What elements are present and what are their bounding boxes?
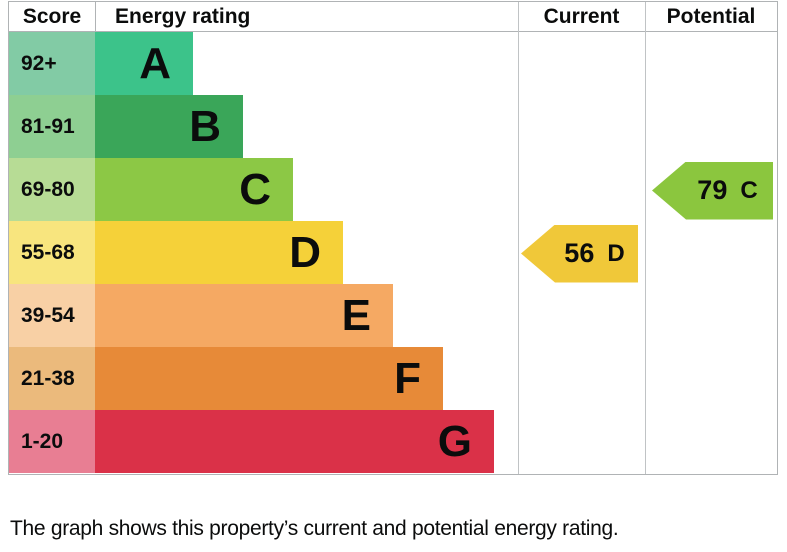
band-row-d: 55-68 D xyxy=(9,221,777,284)
potential-column-header: Potential xyxy=(666,4,756,28)
chart-caption: The graph shows this property’s current … xyxy=(10,517,619,540)
chart-header-row: Score Energy rating Current Potential xyxy=(9,2,777,32)
potential-column-line xyxy=(645,2,646,474)
band-row-f: 21-38 F xyxy=(9,347,777,410)
band-bar-d: D xyxy=(95,221,343,284)
band-letter-a: A xyxy=(139,38,171,88)
score-range-e: 39-54 xyxy=(9,284,95,347)
current-rating-band: D xyxy=(607,239,625,267)
score-range-c: 69-80 xyxy=(9,158,95,221)
band-bar-f: F xyxy=(95,347,443,410)
band-letter-g: G xyxy=(437,416,472,466)
band-letter-b: B xyxy=(189,101,221,151)
potential-rating-arrow: 79 C xyxy=(652,161,773,220)
band-bar-e: E xyxy=(95,284,393,347)
score-column-separator xyxy=(95,2,96,32)
score-range-d: 55-68 xyxy=(9,221,95,284)
score-range-f: 21-38 xyxy=(9,347,95,410)
band-row-e: 39-54 E xyxy=(9,284,777,347)
band-letter-e: E xyxy=(341,290,371,340)
potential-rating-value: 79 xyxy=(697,175,728,205)
potential-rating-band: C xyxy=(740,176,758,204)
energy-rating-column-header: Energy rating xyxy=(115,4,251,28)
band-row-b: 81-91 B xyxy=(9,95,777,158)
band-row-g: 1-20 G xyxy=(9,410,777,473)
band-bar-a: A xyxy=(95,32,193,95)
band-letter-f: F xyxy=(394,353,421,403)
current-column-header: Current xyxy=(543,4,620,28)
band-row-c: 69-80 C xyxy=(9,158,777,221)
score-range-g: 1-20 xyxy=(9,410,95,473)
score-range-b: 81-91 xyxy=(9,95,95,158)
band-row-a: 92+ A xyxy=(9,32,777,95)
band-letter-c: C xyxy=(239,164,271,214)
current-column-line xyxy=(518,2,519,474)
band-bar-c: C xyxy=(95,158,293,221)
energy-rating-chart: Score Energy rating Current Potential 92… xyxy=(8,1,778,475)
current-rating-value: 56 xyxy=(564,238,595,268)
score-range-a: 92+ xyxy=(9,32,95,95)
band-bar-g: G xyxy=(95,410,494,473)
band-letter-d: D xyxy=(289,227,321,277)
score-column-header: Score xyxy=(22,4,82,28)
band-rows: 92+ A 81-91 B 69-80 C 55-68 D xyxy=(9,32,777,473)
band-bar-b: B xyxy=(95,95,243,158)
